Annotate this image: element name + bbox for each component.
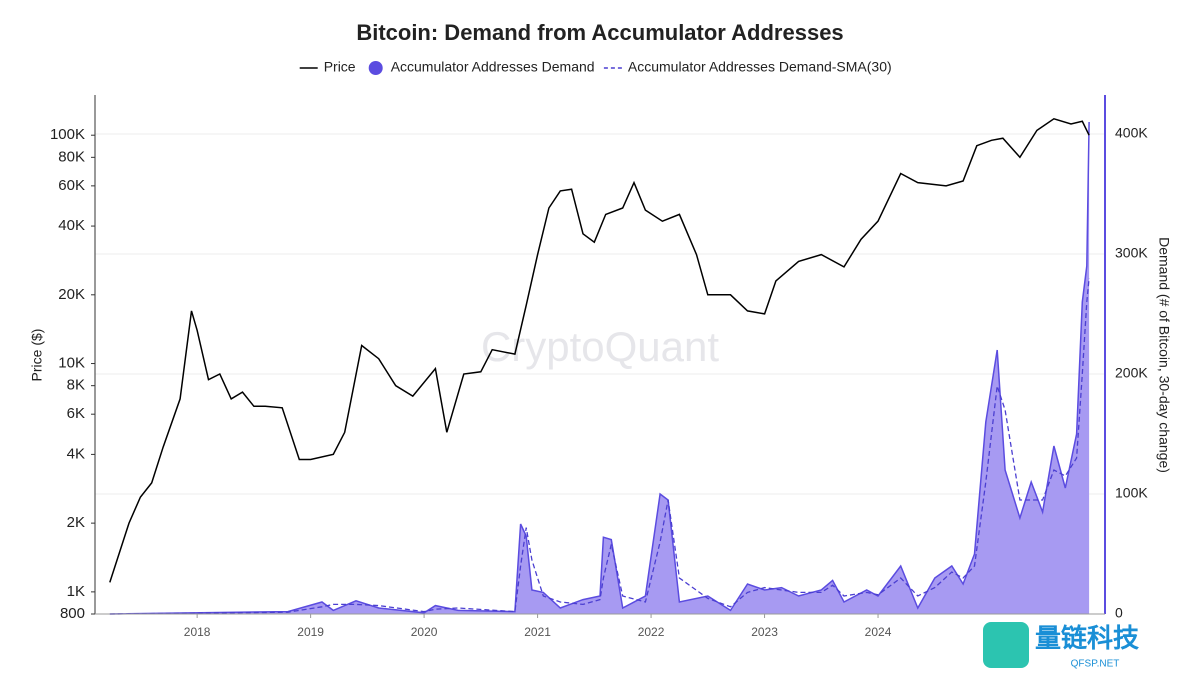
y2-tick-label: 200K	[1115, 365, 1148, 381]
legend-item: Accumulator Addresses Demand-SMA(30)	[603, 59, 892, 75]
y2-axis-label: Demand (# of Bitcoin, 30-day change)	[1156, 237, 1172, 473]
y-tick-label: 8K	[67, 377, 85, 394]
legend-label: Price	[324, 59, 356, 75]
y-tick-label: 4K	[67, 445, 85, 462]
y-tick-label: 10K	[58, 355, 85, 372]
demand-area	[109, 122, 1090, 614]
legend-label: Accumulator Addresses Demand	[391, 59, 595, 75]
demand-line	[109, 121, 1090, 615]
logo-text: 量链科技	[1035, 623, 1139, 653]
sma-line	[109, 277, 1090, 615]
y-tick-label: 100K	[50, 126, 85, 143]
y-tick-label: 20K	[58, 286, 85, 303]
x-tick-label: 2020	[411, 625, 438, 639]
x-tick-label: 2021	[524, 625, 551, 639]
y2-tick-label: 400K	[1115, 125, 1148, 141]
y-tick-label: 80K	[58, 148, 85, 165]
y-tick-label: 60K	[58, 177, 85, 194]
legend-item: Price	[299, 59, 356, 75]
logo-subtext: QFSP.NET	[1071, 659, 1120, 670]
x-tick-label: 2019	[297, 625, 324, 639]
y-tick-label: 1K	[67, 583, 85, 600]
x-tick-label: 2022	[638, 625, 665, 639]
y2-tick-label: 0	[1115, 605, 1123, 621]
x-tick-label: 2024	[865, 625, 892, 639]
y-axis-label: Price ($)	[29, 329, 45, 382]
x-tick-label: 2018	[184, 625, 211, 639]
legend-label: Accumulator Addresses Demand-SMA(30)	[628, 59, 892, 75]
logo-icon	[983, 622, 1029, 668]
chart-title: Bitcoin: Demand from Accumulator Address…	[356, 20, 843, 45]
x-tick-label: 2023	[751, 625, 778, 639]
y2-tick-label: 300K	[1115, 245, 1148, 261]
price-line	[109, 117, 1090, 583]
y-tick-label: 6K	[67, 405, 85, 422]
y-tick-label: 800	[60, 605, 85, 622]
plot	[95, 117, 1105, 615]
y-tick-label: 2K	[67, 514, 85, 531]
legend-item: Accumulator Addresses Demand	[368, 59, 595, 75]
y-tick-label: 40K	[58, 217, 85, 234]
legend-swatch	[368, 61, 383, 75]
y2-tick-label: 100K	[1115, 485, 1148, 501]
